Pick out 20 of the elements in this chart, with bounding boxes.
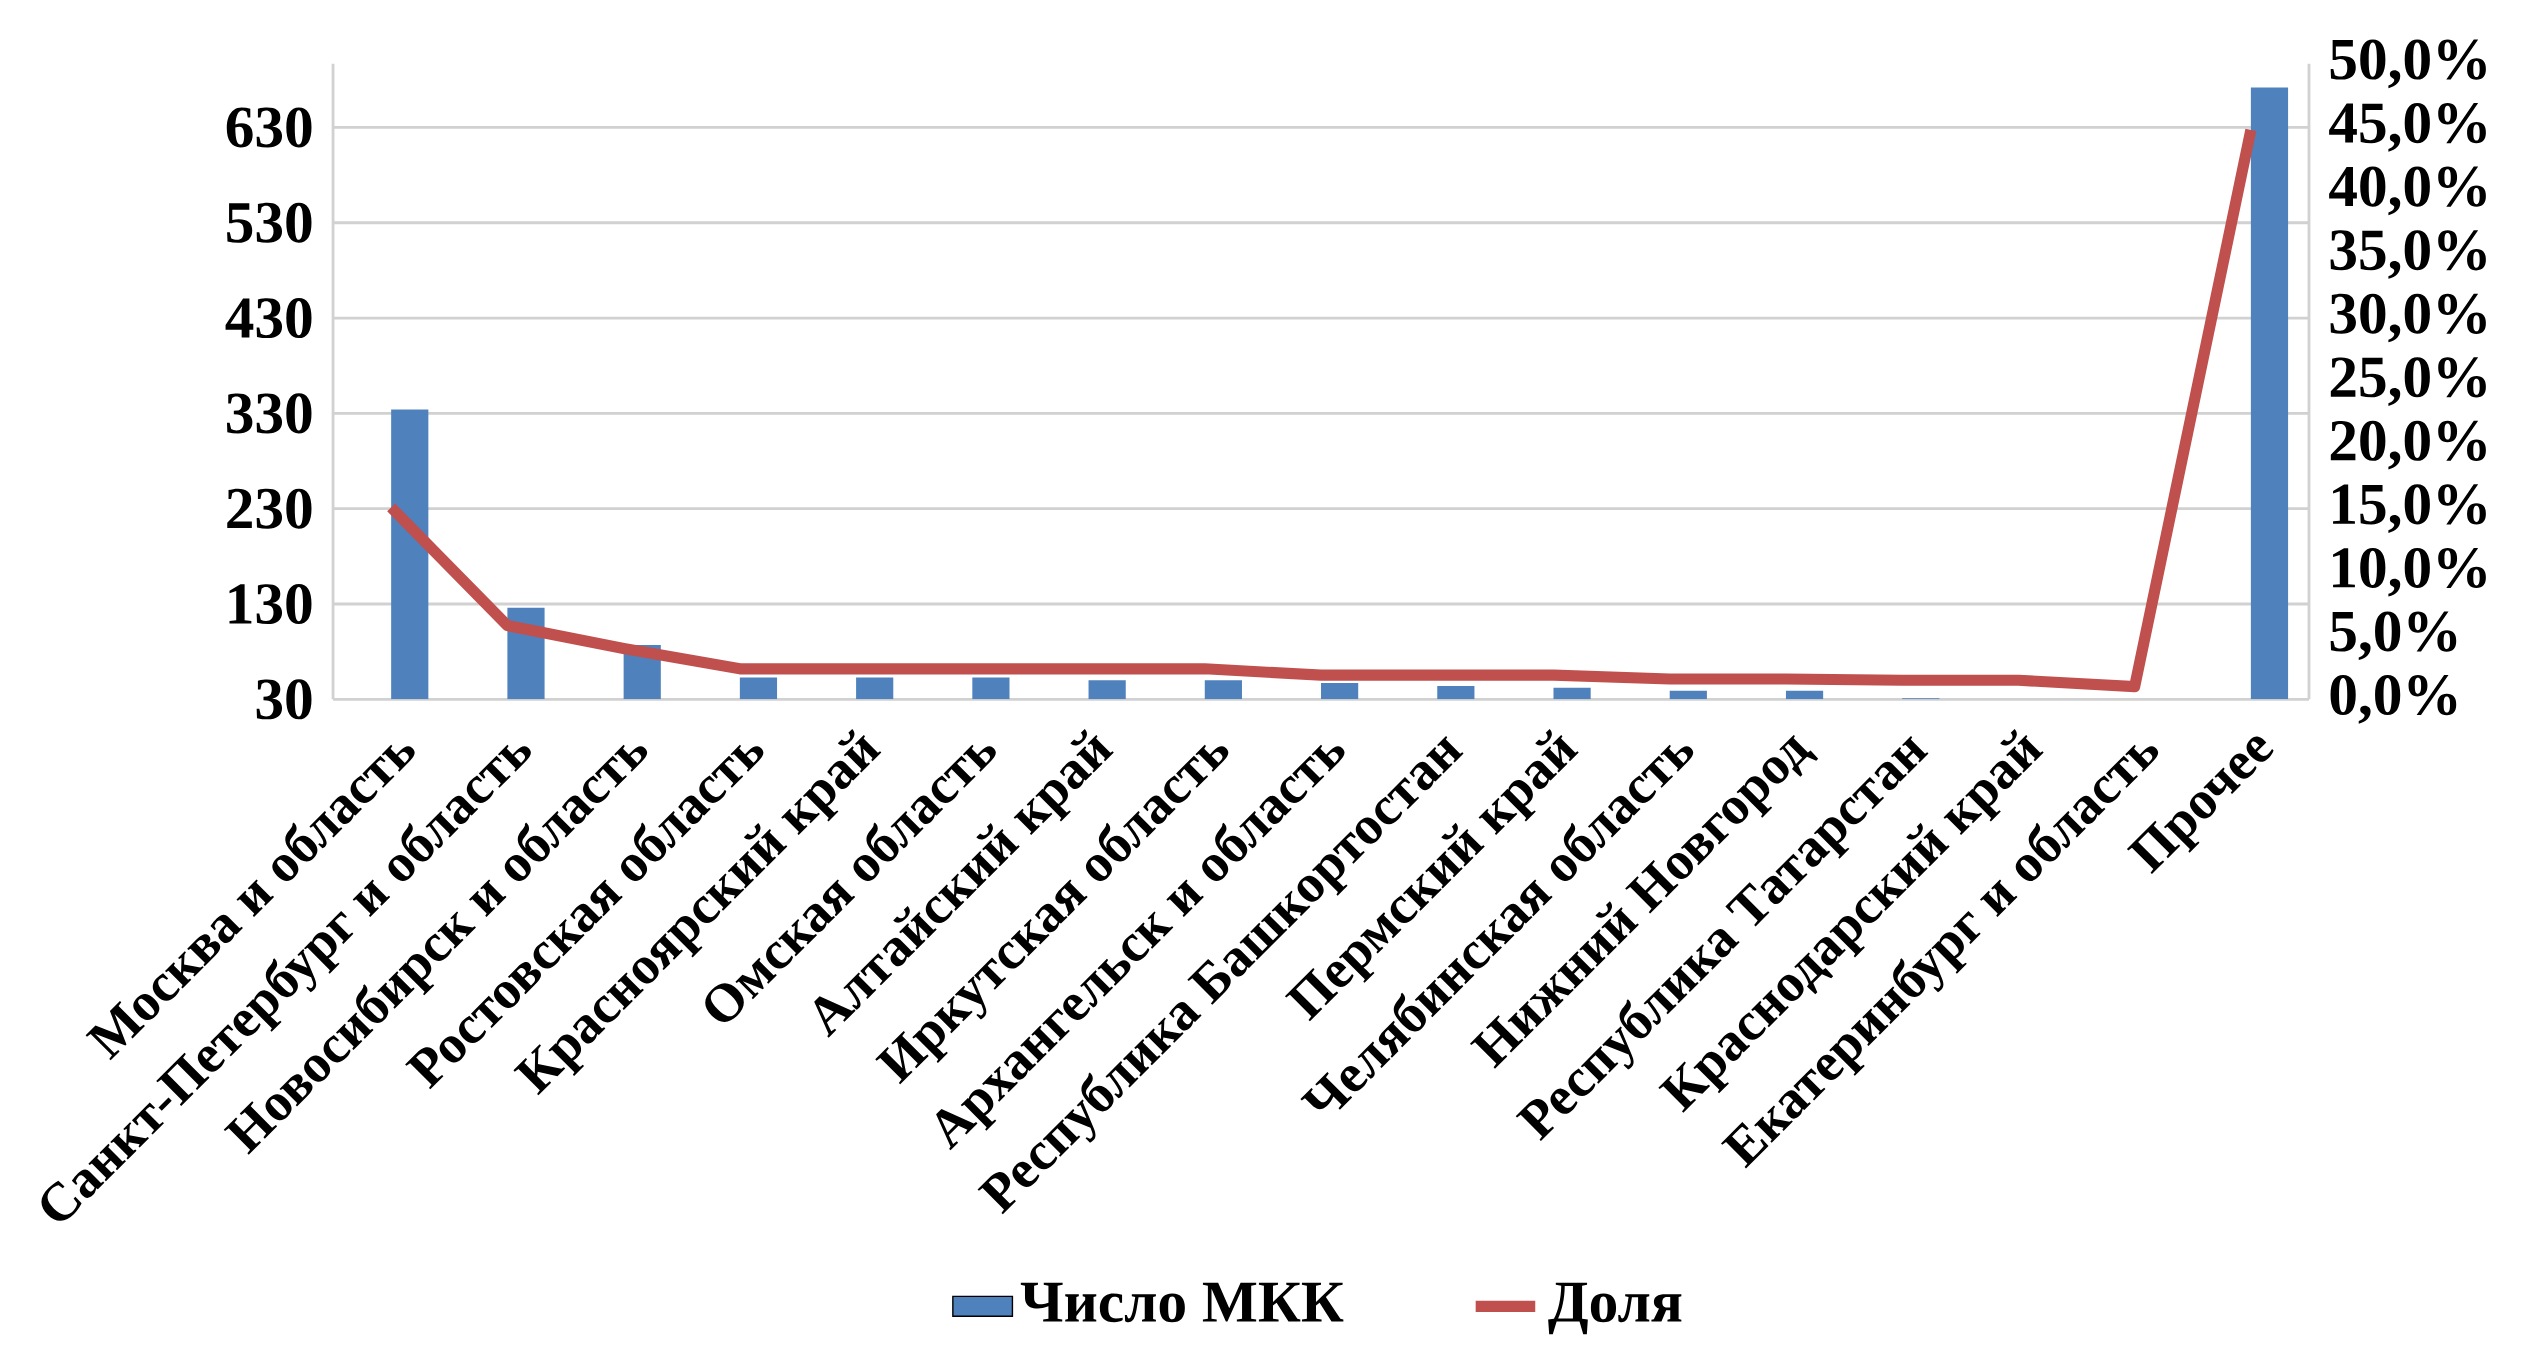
y2-tick-label: 40,0% xyxy=(2329,166,2486,216)
y-tick-label: 330 xyxy=(226,393,312,434)
legend-label: Доля xyxy=(1548,1282,1682,1335)
y2-tick-label: 50,0% xyxy=(2330,39,2486,89)
y2-tick-label: 10,0% xyxy=(2333,547,2486,597)
y-tick-label: 430 xyxy=(225,298,312,339)
y2-tick-label: 45,0% xyxy=(2329,103,2486,152)
y-tick-label: 30 xyxy=(256,679,312,720)
y2-tick-label: 20,0% xyxy=(2330,420,2486,470)
legend-label: Число МКК xyxy=(1020,1282,1344,1323)
y2-tick-label: 5,0% xyxy=(2330,611,2457,661)
y-tick-label: 230 xyxy=(227,488,312,529)
y2-tick-label: 0,0% xyxy=(2330,675,2457,724)
y2-tick-label: 30,0% xyxy=(2330,293,2486,343)
y-tick-label: 630 xyxy=(226,107,312,148)
y-tick-label: 530 xyxy=(227,202,312,243)
y2-tick-label: 25,0% xyxy=(2330,357,2486,406)
y2-tick-label: 35,0% xyxy=(2330,230,2486,279)
y2-tick-label: 15,0% xyxy=(2333,484,2486,534)
y-tick-label: 130 xyxy=(229,584,312,625)
